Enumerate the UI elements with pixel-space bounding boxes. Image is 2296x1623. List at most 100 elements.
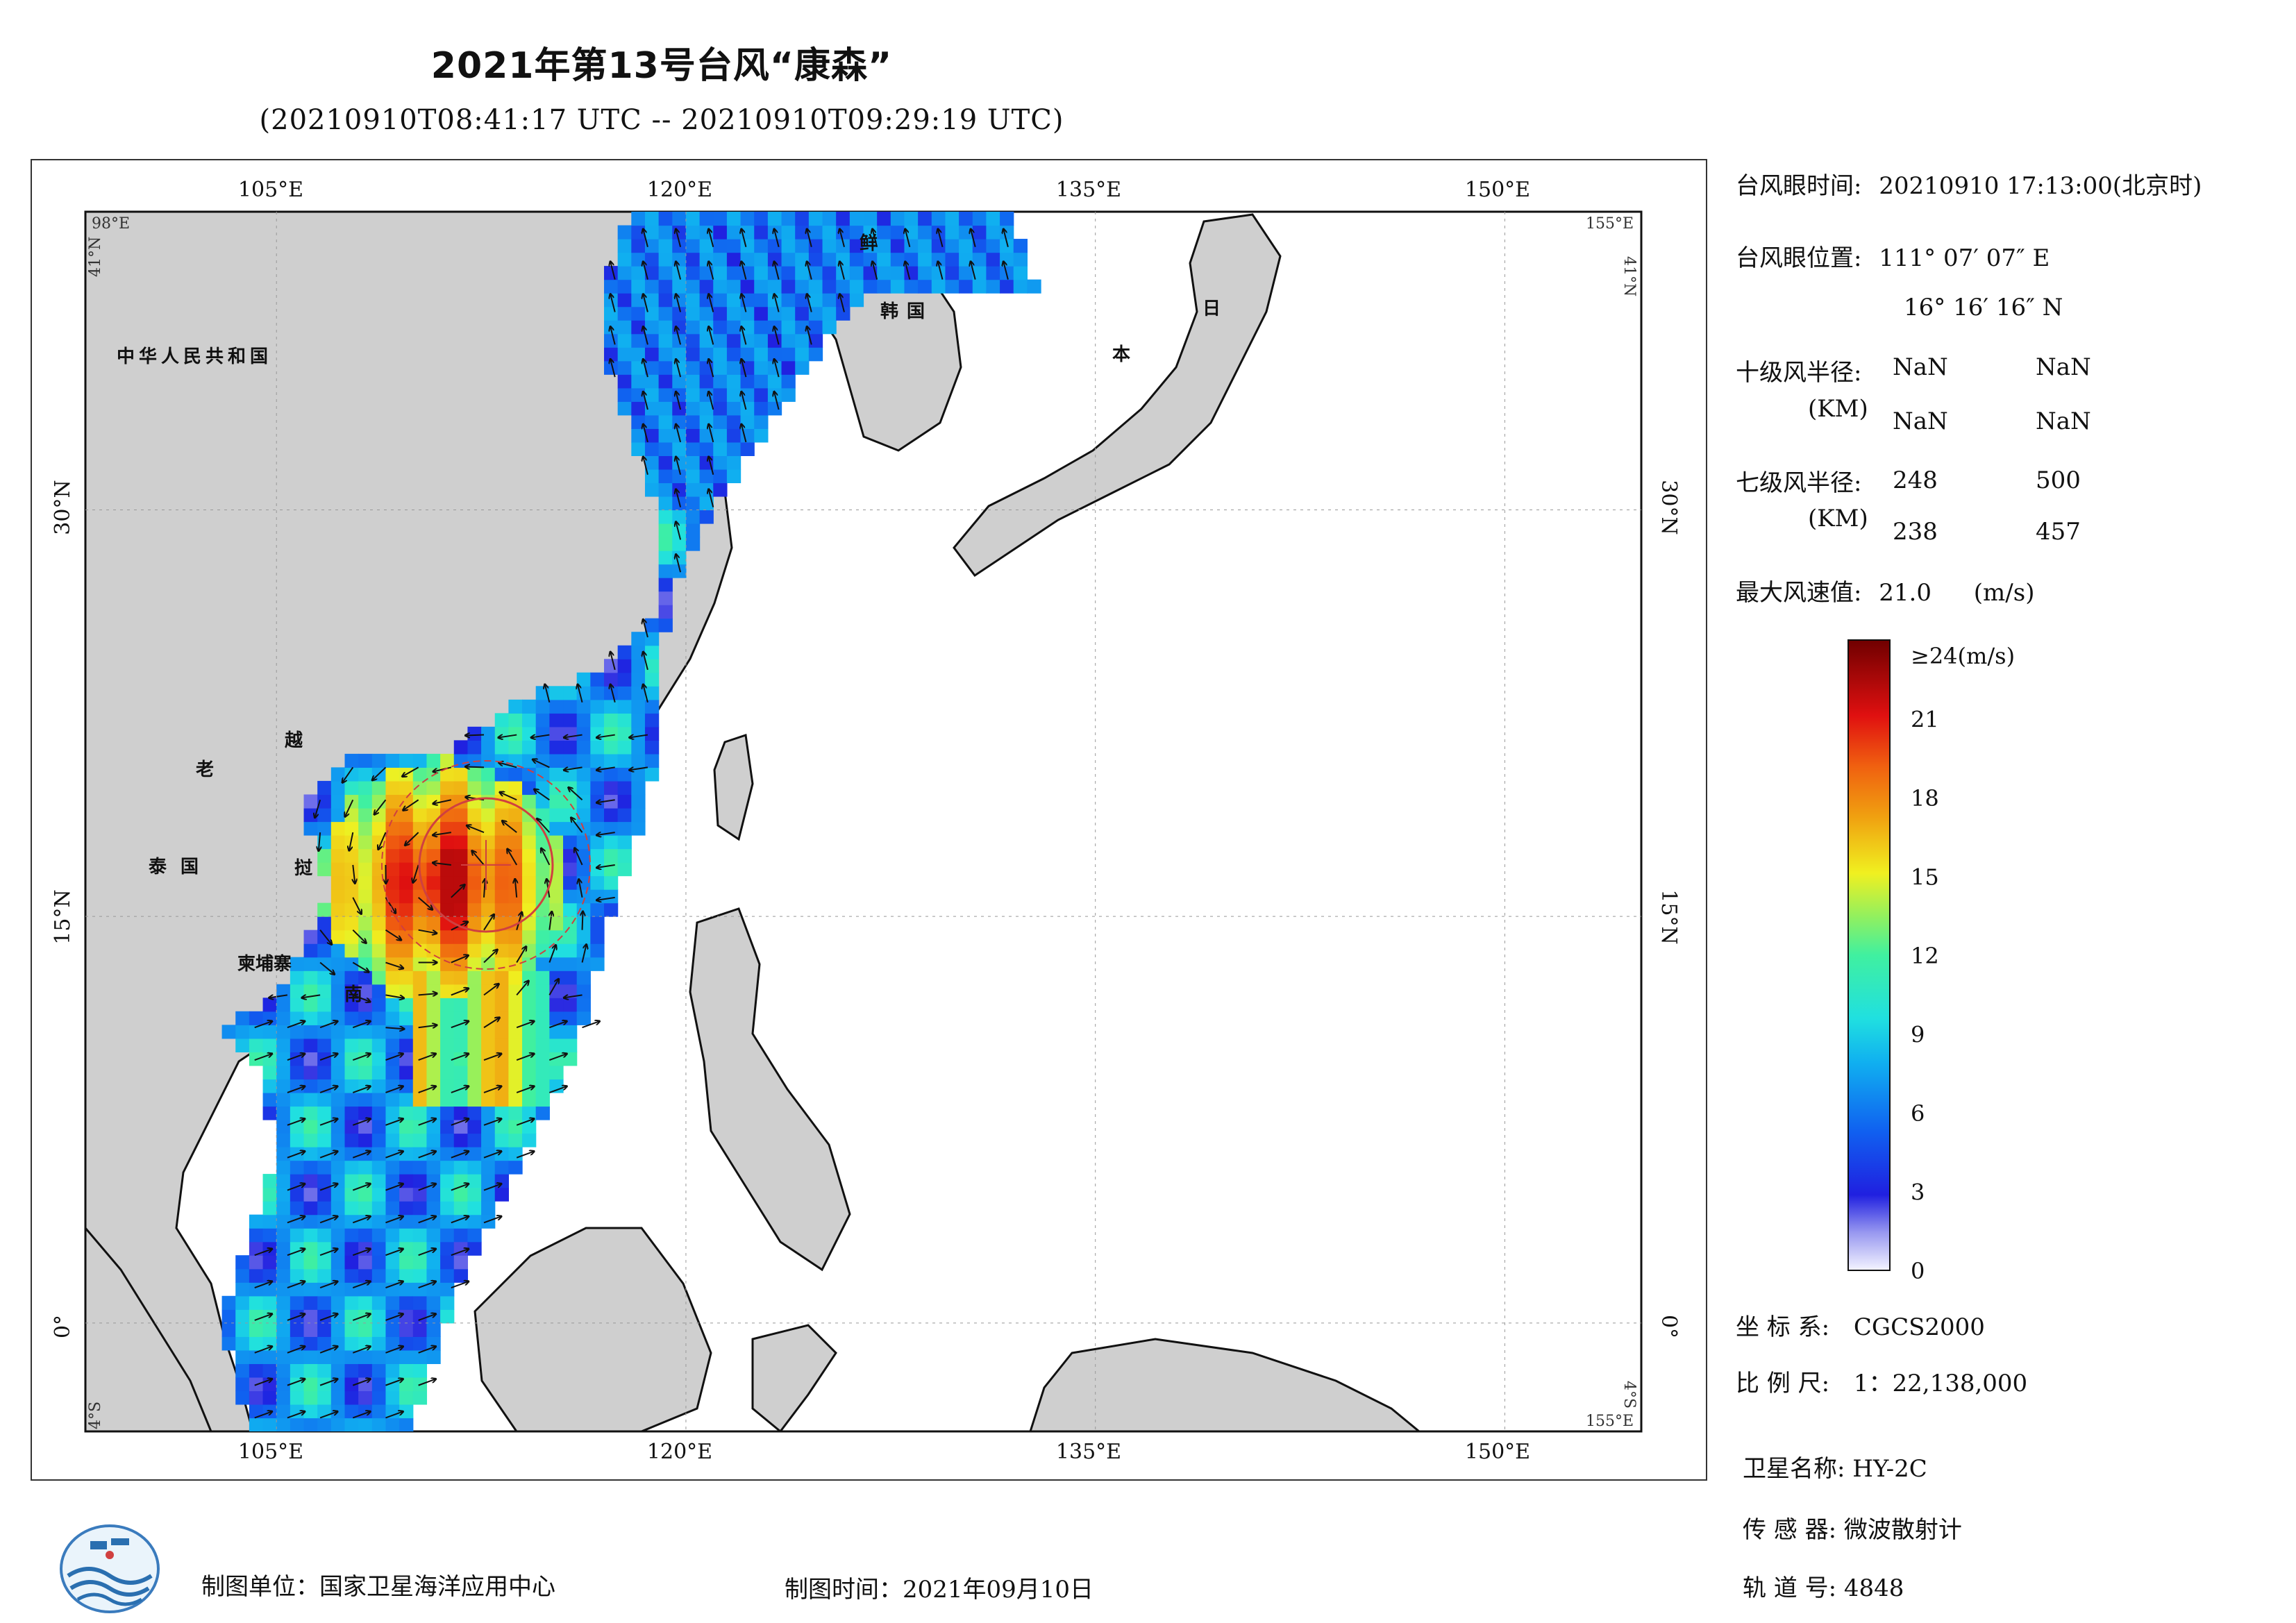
- wind-cell: [235, 1377, 250, 1392]
- wind-cell: [576, 916, 591, 931]
- wind-arrow: [676, 392, 682, 410]
- wind-arrow: [254, 1054, 271, 1061]
- wind-arrow: [385, 929, 401, 940]
- wind-cell: [317, 780, 332, 796]
- wind-cell: [617, 252, 632, 267]
- wind-cell: [412, 970, 428, 985]
- lon-label-top-105: 105°E: [238, 178, 303, 202]
- wind-cell: [726, 279, 741, 294]
- wind-cell: [467, 1201, 482, 1216]
- wind-cell: [249, 1228, 264, 1243]
- wind-cell: [399, 1079, 414, 1093]
- wind-cell: [644, 266, 660, 280]
- wind-cell: [467, 740, 482, 755]
- wind-arrow: [564, 734, 583, 738]
- wind-cell: [385, 1160, 400, 1175]
- wind-cell: [426, 1092, 441, 1107]
- wind-cell: [426, 943, 441, 958]
- wind-cell: [726, 266, 741, 280]
- wind-cell: [385, 1282, 400, 1297]
- wind-cell: [453, 780, 469, 796]
- lon-label-bottom-150: 150°E: [1465, 1440, 1530, 1464]
- wind-cell: [440, 1133, 455, 1147]
- wind-arrow: [741, 360, 747, 378]
- wind-cell: [290, 1322, 305, 1337]
- wind-cell: [481, 1160, 496, 1175]
- wind-cell: [604, 807, 619, 823]
- wind-cell: [604, 360, 619, 375]
- wind-arrow: [451, 885, 464, 898]
- wind-cell: [412, 1119, 428, 1134]
- wind-cell: [467, 1065, 482, 1080]
- wind-cell: [699, 320, 714, 335]
- wind-cell: [481, 835, 496, 850]
- wind-cell: [467, 943, 482, 958]
- wind-cell: [440, 1092, 455, 1107]
- wind-field-map[interactable]: 105°E 120°E 135°E 150°E 105°E 120°E 135°…: [31, 159, 1707, 1481]
- wind-cell: [699, 212, 714, 226]
- wind-cell: [863, 212, 878, 226]
- wind-cell: [918, 212, 932, 226]
- typhoon-eye-marker[interactable]: [381, 760, 591, 970]
- wind-cell: [235, 1390, 250, 1405]
- wind-cell: [672, 401, 687, 416]
- wind-arrow: [319, 930, 331, 944]
- wind-arrow: [597, 896, 615, 900]
- wind-cell: [754, 266, 769, 280]
- wind-arrow: [483, 984, 498, 996]
- wind-cell: [371, 1065, 387, 1080]
- wind-cell: [522, 1052, 537, 1066]
- wind-arrow: [451, 1281, 468, 1289]
- wind-cell: [945, 212, 960, 226]
- wind-cell: [658, 266, 673, 280]
- wind-cell: [685, 293, 701, 308]
- wind-cell: [644, 659, 660, 673]
- wind-arrow: [840, 230, 845, 248]
- wind-cell: [508, 740, 523, 755]
- wind-cell: [685, 401, 701, 416]
- wind-cell: [822, 266, 837, 280]
- wind-arrow: [418, 1119, 435, 1126]
- wind-cell: [467, 1052, 482, 1066]
- wind-cell: [767, 347, 782, 362]
- wind-cell: [290, 1065, 305, 1080]
- wind-cell: [685, 306, 701, 321]
- wind-cell: [481, 862, 496, 877]
- wind-cell: [644, 699, 660, 714]
- wind-cell: [344, 862, 359, 877]
- wind-cell: [399, 1322, 414, 1337]
- wind-cell: [344, 1363, 359, 1378]
- wind-cell: [276, 1268, 291, 1283]
- wind-cell: [931, 279, 946, 294]
- wind-cell: [494, 984, 509, 998]
- wind-cell: [344, 875, 359, 890]
- wind-cell: [467, 889, 482, 904]
- wind-arrow: [352, 1314, 369, 1321]
- wind-cell: [631, 266, 646, 280]
- wind-cell: [890, 225, 905, 239]
- wind-cell: [508, 1079, 523, 1093]
- wind-cell: [644, 740, 660, 755]
- wind-cell: [330, 889, 346, 904]
- wind-arrow: [254, 1412, 271, 1419]
- wind-cell: [644, 455, 660, 470]
- wind-cell: [631, 686, 646, 700]
- wind-cell: [303, 1241, 318, 1256]
- wind-cell: [467, 1214, 482, 1229]
- wind-cell: [399, 1309, 414, 1324]
- wind-cell: [412, 1201, 428, 1216]
- wind-cell: [385, 943, 400, 958]
- wind-cell: [276, 1201, 291, 1216]
- wind-cell: [440, 848, 455, 863]
- wind-arrow: [483, 1086, 501, 1093]
- wind-arrow: [597, 799, 615, 802]
- wind-cell: [467, 862, 482, 877]
- wind-cell: [631, 374, 646, 389]
- wind-cell: [754, 414, 769, 429]
- wind-cell: [726, 414, 741, 429]
- wind-cell: [303, 984, 318, 998]
- wind-cell: [713, 279, 728, 294]
- eye-time-label: 台风眼时间:: [1736, 172, 1862, 200]
- wind-arrow: [709, 230, 714, 248]
- wind-cell: [412, 1241, 428, 1256]
